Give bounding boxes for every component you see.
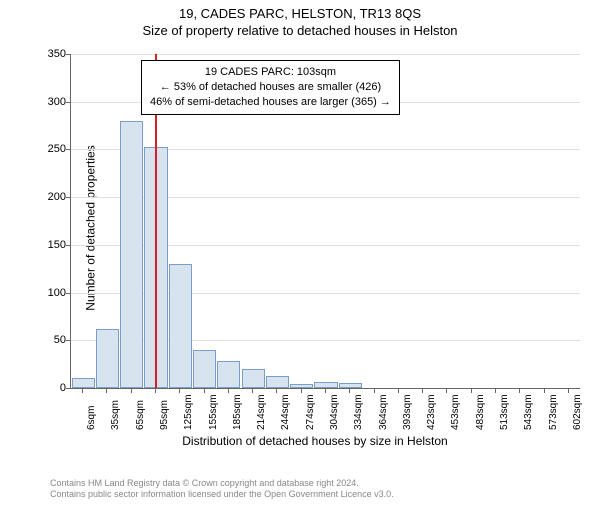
ytick-mark: [66, 388, 71, 389]
xtick-label: 573sqm: [548, 394, 559, 430]
ytick-label: 250: [36, 143, 66, 155]
ytick-mark: [66, 245, 71, 246]
xtick-label: 393sqm: [402, 394, 413, 430]
ytick-label: 0: [36, 382, 66, 394]
chart-title-sub: Size of property relative to detached ho…: [0, 23, 600, 38]
xtick-label: 185sqm: [232, 394, 243, 430]
xtick-mark: [179, 388, 180, 393]
ytick-mark: [66, 54, 71, 55]
xtick-label: 423sqm: [426, 394, 437, 430]
ytick-mark: [66, 340, 71, 341]
xtick-mark: [568, 388, 569, 393]
histogram-bar: [290, 384, 313, 388]
annotation-line-3: 46% of semi-detached houses are larger (…: [150, 95, 391, 110]
xtick-mark: [228, 388, 229, 393]
xtick-label: 513sqm: [499, 394, 510, 430]
xtick-mark: [325, 388, 326, 393]
xtick-mark: [82, 388, 83, 393]
xtick-label: 602sqm: [572, 394, 583, 430]
gridline: [71, 54, 580, 55]
xtick-mark: [471, 388, 472, 393]
xtick-label: 483sqm: [475, 394, 486, 430]
histogram-bar: [120, 121, 143, 388]
ytick-label: 50: [36, 334, 66, 346]
xtick-mark: [204, 388, 205, 393]
xtick-mark: [374, 388, 375, 393]
xtick-label: 274sqm: [305, 394, 316, 430]
ytick-label: 100: [36, 287, 66, 299]
xtick-label: 304sqm: [329, 394, 340, 430]
xtick-mark: [301, 388, 302, 393]
xtick-label: 364sqm: [378, 394, 389, 430]
xtick-mark: [131, 388, 132, 393]
xtick-mark: [519, 388, 520, 393]
ytick-label: 300: [36, 96, 66, 108]
xtick-label: 244sqm: [280, 394, 291, 430]
ytick-mark: [66, 149, 71, 150]
ytick-label: 200: [36, 191, 66, 203]
footer-line-1: Contains HM Land Registry data © Crown c…: [50, 478, 394, 489]
xtick-label: 543sqm: [523, 394, 534, 430]
x-axis-label: Distribution of detached houses by size …: [50, 434, 580, 448]
xtick-mark: [495, 388, 496, 393]
xtick-label: 35sqm: [110, 400, 121, 430]
ytick-label: 150: [36, 239, 66, 251]
histogram-bar: [266, 376, 289, 388]
xtick-mark: [398, 388, 399, 393]
ytick-mark: [66, 293, 71, 294]
histogram-bar: [193, 350, 216, 388]
histogram-bar: [96, 329, 119, 388]
ytick-label: 350: [36, 48, 66, 60]
ytick-mark: [66, 102, 71, 103]
histogram-bar: [72, 378, 95, 388]
chart-title-main: 19, CADES PARC, HELSTON, TR13 8QS: [0, 6, 600, 21]
chart-container: Number of detached properties 19 CADES P…: [50, 54, 580, 419]
xtick-label: 453sqm: [450, 394, 461, 430]
xtick-mark: [544, 388, 545, 393]
histogram-bar: [242, 369, 265, 388]
xtick-mark: [349, 388, 350, 393]
annotation-line-2: ← 53% of detached houses are smaller (42…: [150, 80, 391, 95]
xtick-label: 95sqm: [159, 400, 170, 430]
xtick-mark: [106, 388, 107, 393]
xtick-label: 214sqm: [256, 394, 267, 430]
xtick-label: 65sqm: [135, 400, 146, 430]
xtick-label: 6sqm: [86, 406, 97, 430]
xtick-label: 155sqm: [208, 394, 219, 430]
annotation-box: 19 CADES PARC: 103sqm ← 53% of detached …: [141, 60, 400, 115]
plot-area: 19 CADES PARC: 103sqm ← 53% of detached …: [70, 54, 580, 389]
xtick-mark: [276, 388, 277, 393]
xtick-label: 125sqm: [183, 394, 194, 430]
ytick-mark: [66, 197, 71, 198]
xtick-mark: [155, 388, 156, 393]
xtick-mark: [422, 388, 423, 393]
histogram-bar: [339, 383, 362, 388]
footer-line-2: Contains public sector information licen…: [50, 489, 394, 500]
xtick-mark: [252, 388, 253, 393]
xtick-label: 334sqm: [353, 394, 364, 430]
histogram-bar: [169, 264, 192, 388]
annotation-line-1: 19 CADES PARC: 103sqm: [150, 65, 391, 80]
xtick-mark: [446, 388, 447, 393]
histogram-bar: [217, 361, 240, 388]
footer-attribution: Contains HM Land Registry data © Crown c…: [50, 478, 394, 501]
